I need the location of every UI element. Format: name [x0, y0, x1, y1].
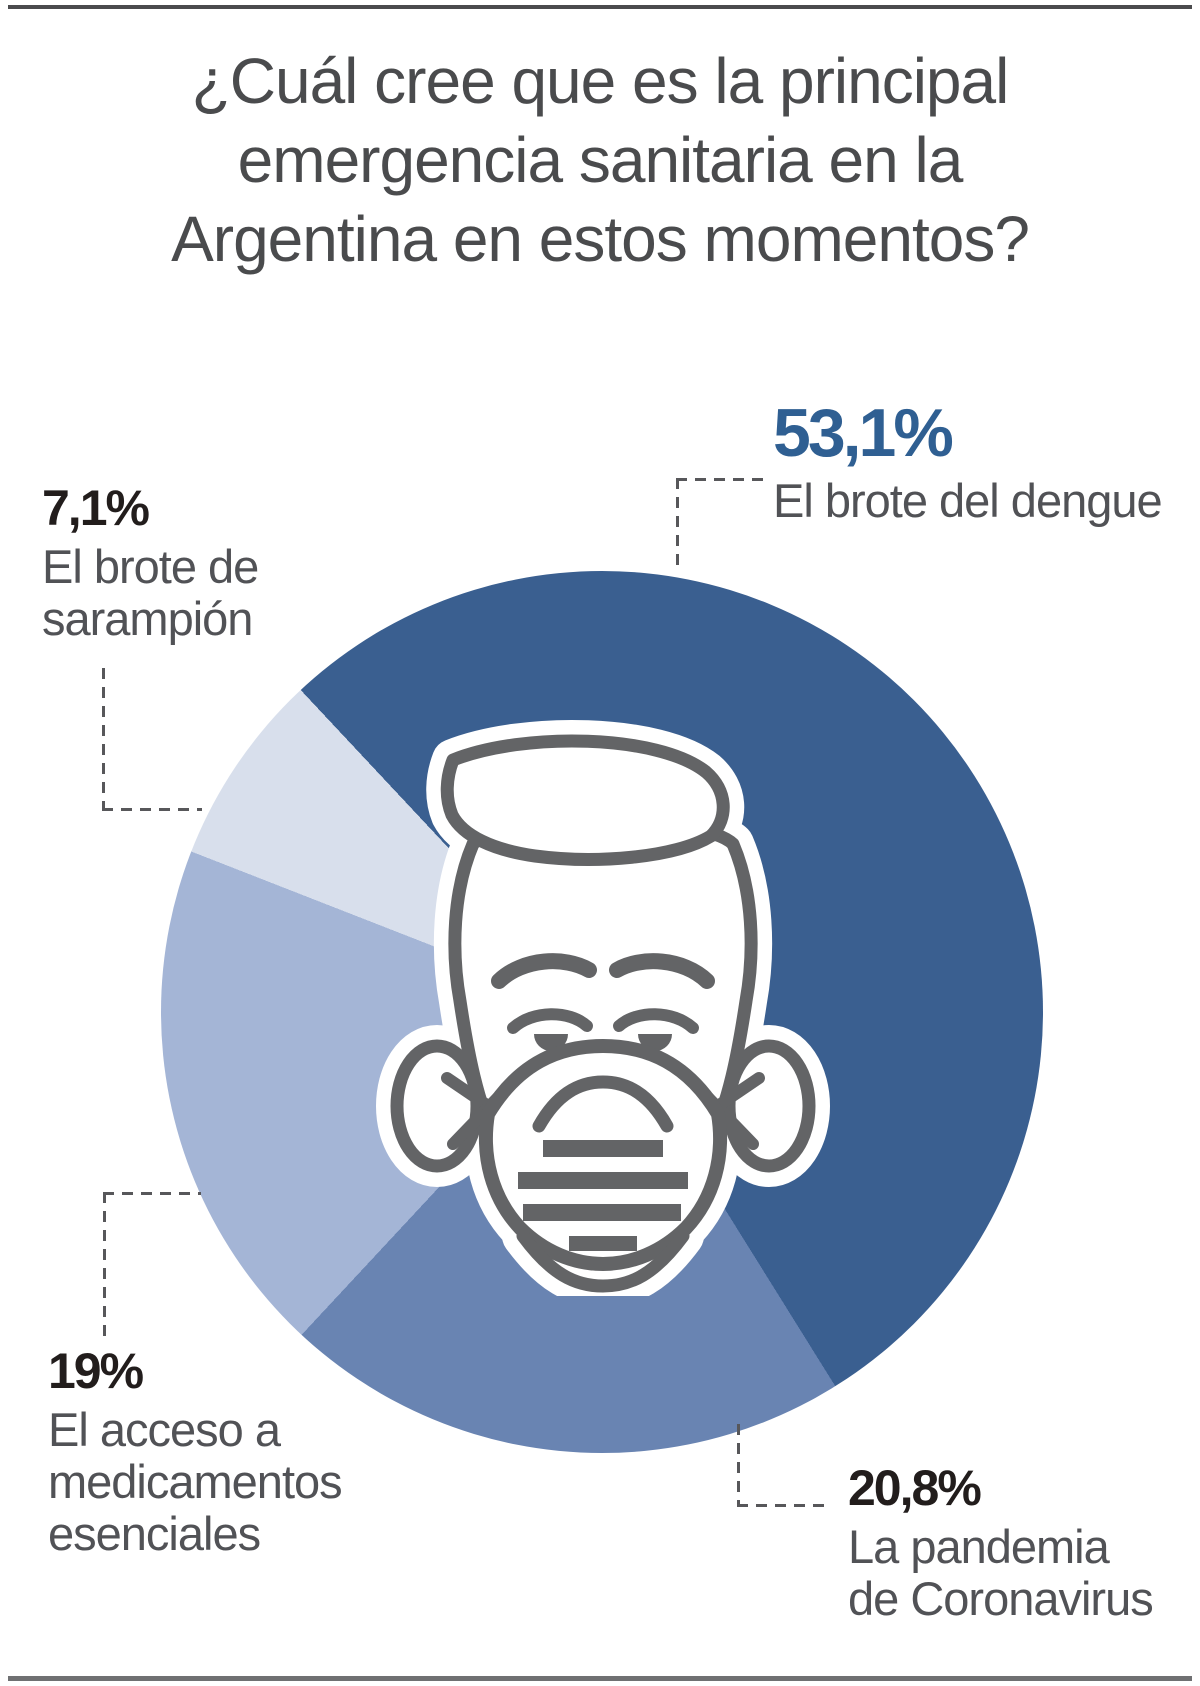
leader-line-dengue-vertical	[676, 478, 679, 572]
callout-label-line: esenciales	[48, 1506, 261, 1560]
callout-acceso: 19% El acceso a medicamentos esenciales	[48, 1343, 343, 1560]
pct-value-acceso: 19%	[48, 1343, 144, 1399]
eyebrow-right	[609, 953, 715, 989]
callout-label-line: El brote de	[42, 539, 259, 593]
mask-stripe	[543, 1140, 663, 1157]
hair-pompadour	[440, 734, 730, 866]
bottom-rule	[8, 1676, 1192, 1681]
leader-line-corona-vertical	[737, 1424, 740, 1507]
callout-sarampion: 7,1% El brote de sarampión	[42, 480, 259, 645]
callout-label-line: sarampión	[42, 591, 253, 645]
leader-line-acceso-horizontal	[103, 1192, 201, 1195]
mask-nose-arch	[532, 1075, 674, 1133]
leader-line-dengue-horizontal	[676, 478, 764, 481]
callout-corona: 20,8% La pandemia de Coronavirus	[848, 1460, 1154, 1625]
leader-line-sarampion-horizontal	[102, 808, 202, 811]
mask-stripe	[518, 1172, 688, 1189]
eyebrow-left	[491, 953, 597, 989]
masked-face-icon	[376, 720, 830, 1296]
pct-value-corona: 20,8%	[848, 1460, 982, 1516]
callout-label-line: de Coronavirus	[848, 1571, 1154, 1625]
leader-line-corona-horizontal	[737, 1504, 829, 1507]
eyelid-right	[613, 1008, 699, 1034]
leader-line-acceso-vertical	[103, 1192, 106, 1338]
mask-stripe	[523, 1204, 681, 1221]
eyelid-left	[507, 1008, 593, 1034]
mask-stripe	[569, 1236, 637, 1251]
infographic-title: ¿Cuál cree que es la principal emergenci…	[171, 45, 1030, 275]
callout-label-line: La pandemia	[848, 1519, 1110, 1573]
callout-label-line: medicamentos	[48, 1454, 343, 1508]
leader-line-sarampion-vertical	[102, 668, 105, 810]
pct-value-sarampion: 7,1%	[42, 480, 150, 536]
callout-label-line: El acceso a	[48, 1402, 281, 1456]
callout-dengue: 53,1% El brote del dengue	[773, 395, 1163, 528]
callout-label-line: El brote del dengue	[773, 474, 1163, 528]
chin-line	[516, 1229, 690, 1293]
pct-value-dengue: 53,1%	[773, 395, 954, 471]
top-rule	[8, 5, 1192, 9]
